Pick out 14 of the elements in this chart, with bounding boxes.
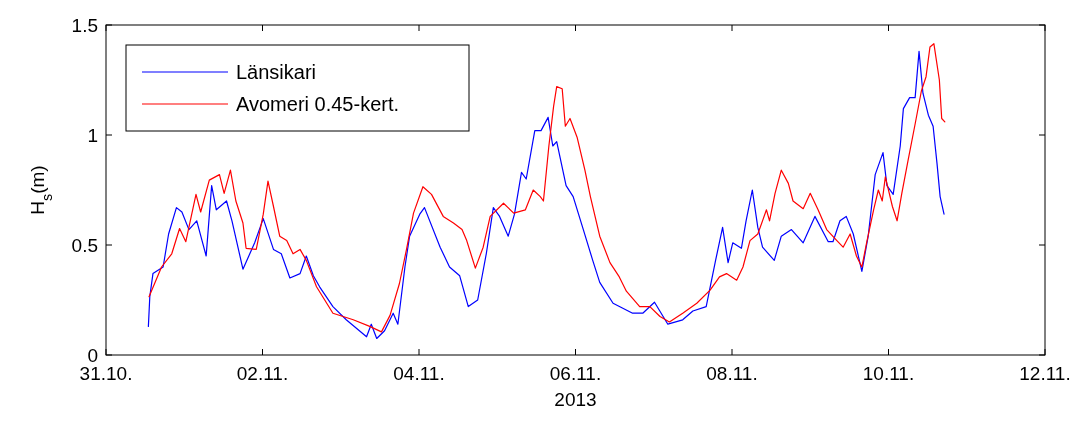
y-tick-label: 1 <box>87 124 98 146</box>
x-tick-label: 04.11. <box>393 363 445 384</box>
y-tick-label: 0 <box>87 344 98 366</box>
x-tick-label: 02.11. <box>236 363 289 384</box>
x-tick-label: 06.11. <box>549 363 602 384</box>
x-tick-label: 10.11. <box>862 363 915 384</box>
legend-label: Länsikari <box>236 61 317 83</box>
x-tick-label: 08.11. <box>706 363 758 384</box>
legend-label: Avomeri 0.45-kert. <box>236 93 400 115</box>
x-tick-label: 12.11. <box>1019 363 1071 384</box>
x-axis-title: 2013 <box>554 389 597 410</box>
x-tick-label: 31.10. <box>79 363 133 384</box>
y-tick-label: 1.5 <box>71 14 98 36</box>
y-tick-label: 0.5 <box>71 234 98 256</box>
